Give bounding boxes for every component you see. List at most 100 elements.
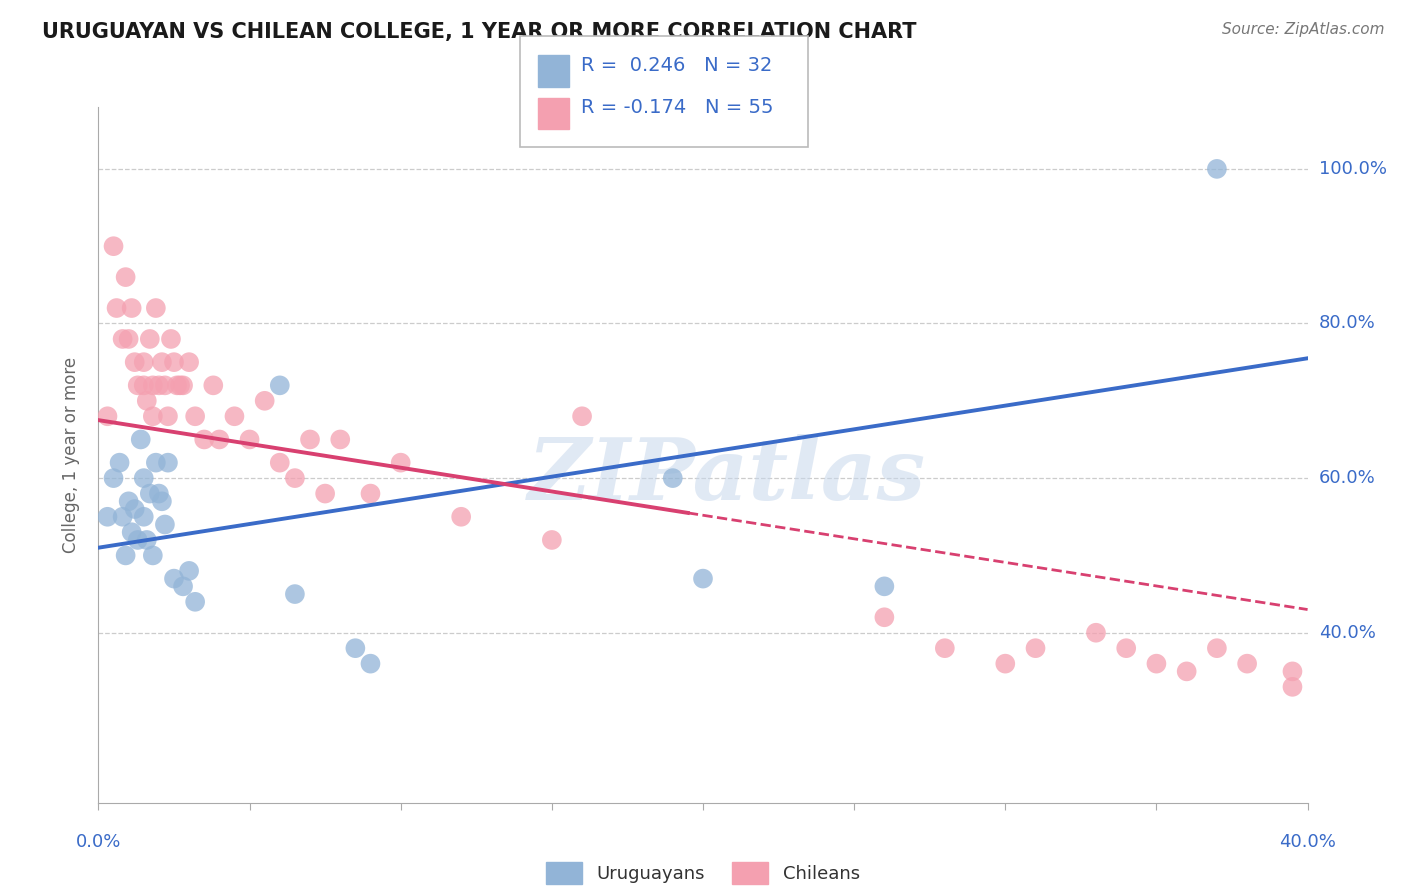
Point	[169, 378, 191, 392]
Point	[873, 610, 896, 624]
Point	[135, 533, 157, 547]
Point	[96, 409, 118, 424]
Point	[239, 433, 262, 447]
Point	[661, 471, 683, 485]
Point	[193, 433, 215, 447]
Text: 40.0%: 40.0%	[1319, 624, 1375, 641]
Point	[253, 393, 276, 408]
Point	[1175, 665, 1198, 679]
Point	[1115, 641, 1137, 656]
Point	[166, 378, 188, 392]
Point	[142, 549, 165, 563]
Point	[299, 433, 322, 447]
Point	[118, 332, 141, 346]
Text: 60.0%: 60.0%	[1319, 469, 1375, 487]
Text: 40.0%: 40.0%	[1279, 833, 1336, 851]
Point	[129, 433, 152, 447]
Point	[156, 409, 179, 424]
Point	[1206, 161, 1229, 176]
Point	[127, 378, 149, 392]
Point	[163, 355, 186, 369]
Point	[163, 572, 186, 586]
Point	[540, 533, 562, 547]
Point	[269, 378, 291, 392]
Point	[1281, 680, 1303, 694]
Point	[150, 355, 173, 369]
Point	[360, 657, 382, 671]
Point	[269, 456, 291, 470]
Point	[139, 486, 162, 500]
Point	[96, 509, 118, 524]
Point	[142, 378, 165, 392]
Point	[148, 378, 170, 392]
Point	[1085, 625, 1108, 640]
Text: R =  0.246   N = 32: R = 0.246 N = 32	[581, 56, 772, 75]
Point	[111, 509, 134, 524]
Point	[124, 355, 146, 369]
Text: 0.0%: 0.0%	[76, 833, 121, 851]
Point	[121, 525, 143, 540]
Text: Source: ZipAtlas.com: Source: ZipAtlas.com	[1222, 22, 1385, 37]
Point	[284, 471, 307, 485]
Point	[103, 471, 125, 485]
Point	[132, 471, 155, 485]
Point	[160, 332, 183, 346]
Point	[994, 657, 1017, 671]
Point	[108, 456, 131, 470]
Point	[153, 517, 176, 532]
Point	[284, 587, 307, 601]
Point	[153, 378, 176, 392]
Text: 100.0%: 100.0%	[1319, 160, 1386, 178]
Point	[150, 494, 173, 508]
Point	[114, 270, 136, 285]
Point	[111, 332, 134, 346]
Point	[1024, 641, 1046, 656]
Point	[124, 502, 146, 516]
Point	[172, 579, 194, 593]
Point	[145, 456, 167, 470]
Point	[132, 355, 155, 369]
Point	[121, 301, 143, 315]
Point	[1281, 665, 1303, 679]
Legend: Uruguayans, Chileans: Uruguayans, Chileans	[538, 855, 868, 891]
Point	[873, 579, 896, 593]
Point	[118, 494, 141, 508]
Point	[132, 509, 155, 524]
Point	[1236, 657, 1258, 671]
Point	[184, 595, 207, 609]
Point	[135, 393, 157, 408]
Point	[177, 355, 201, 369]
Point	[139, 332, 162, 346]
Point	[224, 409, 246, 424]
Point	[184, 409, 207, 424]
Point	[156, 456, 179, 470]
Point	[177, 564, 201, 578]
Point	[145, 301, 167, 315]
Point	[329, 433, 352, 447]
Text: 80.0%: 80.0%	[1319, 315, 1375, 333]
Point	[105, 301, 128, 315]
Point	[314, 486, 336, 500]
Text: URUGUAYAN VS CHILEAN COLLEGE, 1 YEAR OR MORE CORRELATION CHART: URUGUAYAN VS CHILEAN COLLEGE, 1 YEAR OR …	[42, 22, 917, 42]
Point	[934, 641, 956, 656]
Point	[360, 486, 382, 500]
Point	[202, 378, 225, 392]
Point	[148, 486, 170, 500]
Point	[571, 409, 593, 424]
Text: ZIPatlas: ZIPatlas	[529, 434, 927, 517]
Point	[1144, 657, 1167, 671]
Point	[1206, 641, 1229, 656]
Point	[127, 533, 149, 547]
Text: R = -0.174   N = 55: R = -0.174 N = 55	[581, 98, 773, 117]
Point	[103, 239, 125, 253]
Point	[208, 433, 231, 447]
Y-axis label: College, 1 year or more: College, 1 year or more	[62, 357, 80, 553]
Point	[389, 456, 412, 470]
Point	[142, 409, 165, 424]
Point	[344, 641, 367, 656]
Point	[172, 378, 194, 392]
Point	[692, 572, 714, 586]
Point	[114, 549, 136, 563]
Point	[132, 378, 155, 392]
Point	[450, 509, 472, 524]
